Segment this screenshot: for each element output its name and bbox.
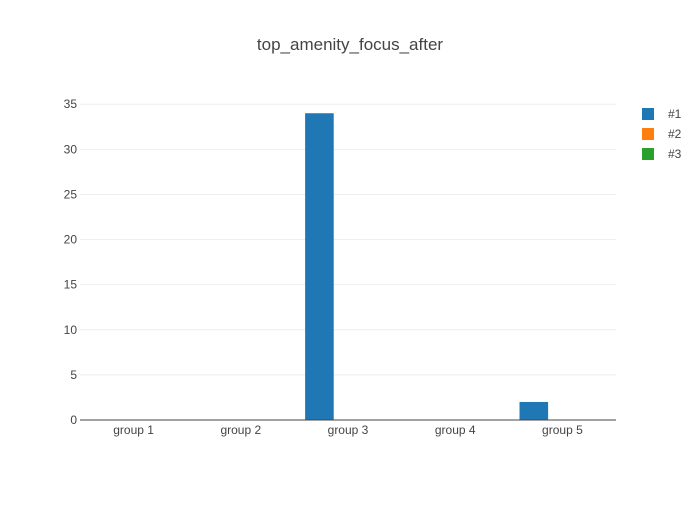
bar: [305, 113, 334, 420]
x-tick-label: group 3: [328, 423, 369, 437]
legend-label: #2: [668, 127, 682, 141]
x-tick-label: group 2: [220, 423, 261, 437]
legend-swatch: [642, 128, 654, 140]
axes: 0 5 10 15 20 25 30 35 group 1 group 2 group 3 group…: [64, 97, 616, 437]
legend: #1 #2 #3: [642, 107, 682, 161]
y-tick-label: 20: [64, 233, 78, 247]
y-tick-label: 35: [64, 97, 78, 111]
x-tick-label: group 5: [542, 423, 583, 437]
y-tick-label: 5: [70, 368, 77, 382]
x-tick-label: group 1: [113, 423, 154, 437]
y-tick-label: 15: [64, 278, 78, 292]
legend-swatch: [642, 148, 654, 160]
bars: [305, 113, 549, 420]
y-tick-label: 25: [64, 187, 78, 201]
legend-label: #1: [668, 107, 682, 121]
gridlines: [80, 103, 616, 376]
bar: [519, 401, 549, 420]
chart-title: top_amenity_focus_after: [257, 35, 444, 54]
legend-swatch: [642, 108, 654, 120]
x-tick-label: group 4: [435, 423, 476, 437]
y-tick-label: 0: [70, 413, 77, 427]
legend-label: #3: [668, 147, 682, 161]
y-tick-label: 10: [64, 323, 78, 337]
y-tick-label: 30: [64, 142, 78, 156]
